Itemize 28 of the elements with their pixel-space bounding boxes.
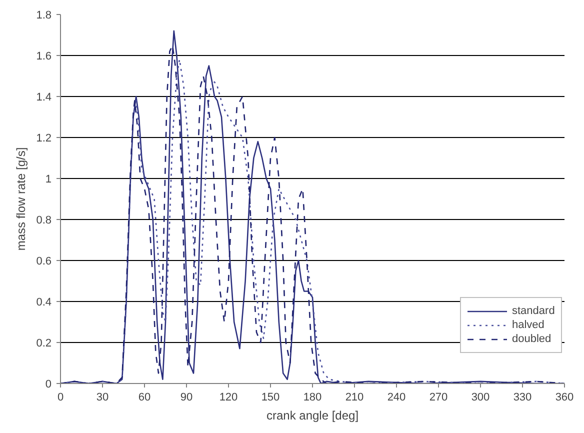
x-tick-label: 30 (96, 392, 109, 404)
y-tick-label: 1.6 (36, 50, 52, 62)
x-tick-label: 210 (345, 392, 364, 404)
y-tick-label: 0.8 (36, 214, 52, 226)
y-axis-title: mass flow rate [g/s] (14, 147, 28, 251)
x-axis-title: crank angle [deg] (266, 408, 359, 422)
y-tick-label: 0.2 (36, 338, 52, 350)
x-tick-label: 240 (387, 392, 406, 404)
y-tick-label: 1.8 (36, 10, 52, 22)
legend-label: standard (512, 304, 555, 318)
x-tick-label: 90 (180, 392, 193, 404)
y-tick-label: 1.4 (36, 92, 52, 104)
y-tick-label: 1 (45, 174, 52, 186)
x-tick-label: 0 (57, 392, 64, 404)
x-tick-label: 120 (219, 392, 238, 404)
legend-label: halved (512, 318, 544, 332)
y-tick-label: 1.2 (36, 132, 52, 144)
y-tick-label: 0.6 (36, 256, 52, 268)
y-tick-label: 0.4 (36, 296, 52, 308)
x-tick-label: 150 (261, 392, 280, 404)
x-tick-label: 300 (471, 392, 490, 404)
x-tick-label: 360 (555, 392, 574, 404)
y-tick-label: 0 (45, 378, 52, 390)
x-tick-label: 60 (138, 392, 151, 404)
x-tick-label: 180 (303, 392, 322, 404)
legend-label: doubled (512, 332, 552, 346)
x-tick-label: 330 (513, 392, 532, 404)
x-tick-label: 270 (429, 392, 448, 404)
